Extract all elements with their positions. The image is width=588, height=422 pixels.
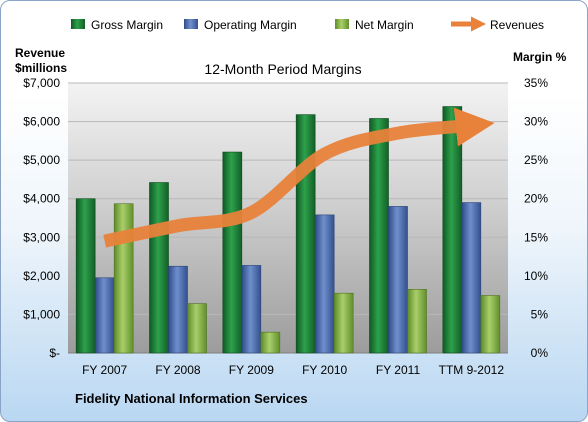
chart-title: 12-Month Period Margins <box>204 61 361 77</box>
y-right-tick-label: 30% <box>524 115 548 129</box>
y-left-tick-label: $5,000 <box>23 153 60 167</box>
company-name: Fidelity National Information Services <box>75 391 308 406</box>
bar-operating-margin <box>241 265 262 354</box>
legend: Gross Margin Operating Margin Net Margin… <box>71 16 544 32</box>
x-tick-label: TTM 9-2012 <box>439 363 505 377</box>
bar-operating-margin <box>314 214 335 354</box>
legend-label-operating-margin: Operating Margin <box>204 18 297 32</box>
bar-net-margin <box>333 292 354 354</box>
y-right-tick-label: 20% <box>524 192 548 206</box>
revenues-series <box>103 107 495 248</box>
legend-swatch-operating-margin <box>184 19 198 29</box>
y-right-tick-label: 10% <box>524 269 548 283</box>
legend-swatch-gross-margin <box>71 19 85 29</box>
bar-net-margin <box>480 295 501 354</box>
bar-gross-margin <box>442 106 463 354</box>
y-right-label: Margin % <box>513 50 567 64</box>
x-tick-label: FY 2011 <box>376 363 421 377</box>
x-tick-label: FY 2008 <box>155 363 200 377</box>
x-tick-label: FY 2010 <box>302 363 347 377</box>
bar-operating-margin <box>388 206 408 354</box>
bar-net-margin <box>407 289 427 354</box>
bar-gross-margin <box>295 114 316 354</box>
legend-label-revenues: Revenues <box>490 18 544 32</box>
y-right-tick-label: 0% <box>531 346 549 360</box>
y-right-tick-label: 25% <box>524 153 548 167</box>
bar-net-margin <box>260 331 281 354</box>
y-right-tick-label: 35% <box>524 76 548 90</box>
y-left-label-line2: $millions <box>15 61 67 75</box>
bar-operating-margin <box>94 277 115 354</box>
bar-gross-margin <box>369 118 389 354</box>
bar-gross-margin <box>75 198 96 354</box>
legend-label-net-margin: Net Margin <box>355 18 414 32</box>
y-left-tick-label: $- <box>49 346 60 360</box>
tick-labels: $- 0% $1,000 5% $2,000 10% $3,000 15% $4,000 20% $… <box>23 76 548 377</box>
y-left-tick-label: $3,000 <box>23 230 60 244</box>
revenues-line <box>103 107 495 248</box>
bar-net-margin <box>113 203 134 354</box>
x-tick-label: FY 2007 <box>82 363 127 377</box>
legend-label-gross-margin: Gross Margin <box>91 18 163 32</box>
bar-operating-margin <box>168 265 188 354</box>
y-left-label-line1: Revenue <box>15 46 65 60</box>
y-left-tick-label: $7,000 <box>23 76 60 90</box>
x-tick-label: FY 2009 <box>229 363 274 377</box>
bar-gross-margin <box>222 151 243 354</box>
bar-net-margin <box>187 303 207 354</box>
legend-swatch-net-margin <box>335 19 349 29</box>
y-left-tick-label: $4,000 <box>23 192 60 206</box>
y-left-tick-label: $6,000 <box>23 115 60 129</box>
y-left-tick-label: $1,000 <box>23 307 60 321</box>
bar-operating-margin <box>461 202 482 354</box>
y-left-tick-label: $2,000 <box>23 269 60 283</box>
y-right-tick-label: 15% <box>524 230 548 244</box>
bar-gross-margin <box>149 182 169 354</box>
y-right-tick-label: 5% <box>531 307 549 321</box>
